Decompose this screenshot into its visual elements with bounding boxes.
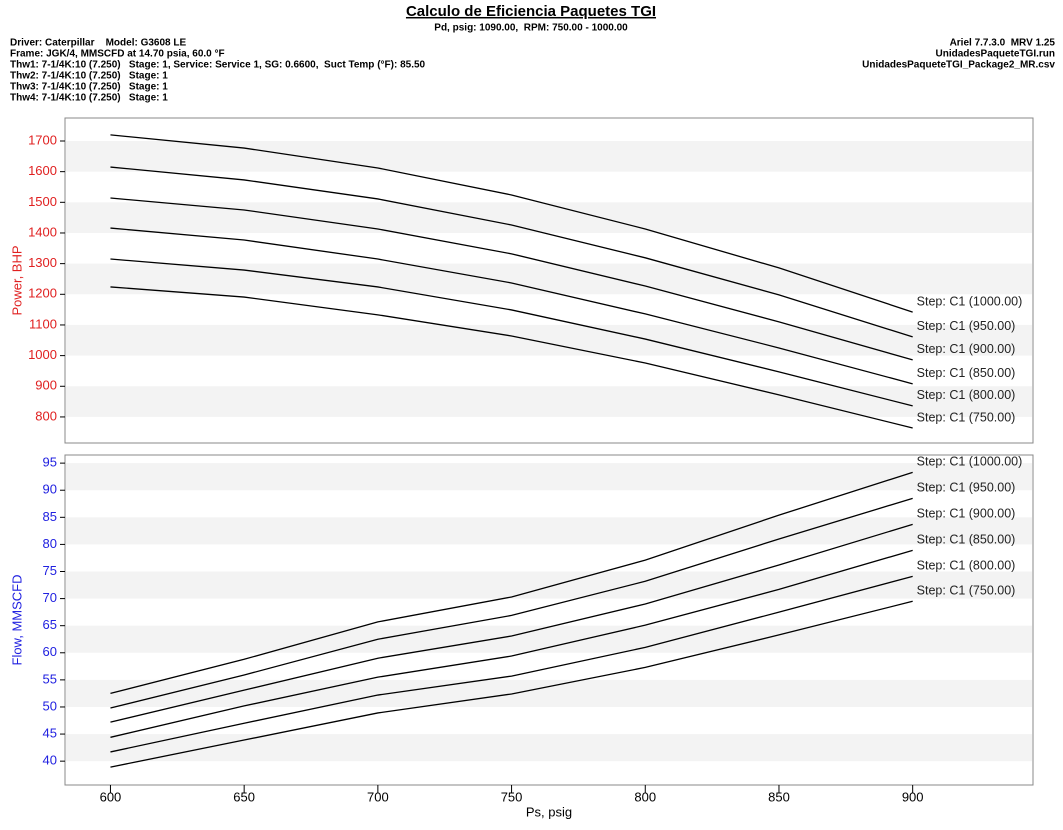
x-tick-label: 700 (367, 789, 389, 804)
x-tick-label: 850 (768, 789, 790, 804)
series-line (110, 166, 913, 338)
series-label: Step: C1 (750.00) (917, 584, 1016, 598)
x-tick-label: 800 (634, 789, 656, 804)
series-line (110, 497, 913, 709)
grid-band (66, 625, 1032, 653)
grid-band (66, 324, 1032, 356)
series-label: Step: C1 (800.00) (917, 559, 1016, 573)
info-line: Ariel 7.7.3.0 MRV 1.25 (950, 38, 1056, 49)
y-tick-label: 60 (43, 644, 57, 659)
series-label: Step: C1 (1000.00) (917, 294, 1023, 308)
series-line (110, 549, 913, 738)
series-label: Step: C1 (800.00) (917, 388, 1016, 402)
y-tick-label: 95 (43, 455, 57, 470)
x-axis-label: Ps, psig (526, 804, 572, 819)
y-tick-label: 800 (35, 408, 57, 423)
series-label: Step: C1 (850.00) (917, 366, 1016, 380)
series-line (110, 134, 913, 313)
y-tick-label: 1200 (28, 286, 57, 301)
y-tick-label: 45 (43, 726, 57, 741)
grid-band (66, 202, 1032, 233)
y-tick-label: 900 (35, 378, 57, 393)
grid-band (66, 463, 1032, 491)
y-tick-label: 75 (43, 563, 57, 578)
series-line (110, 471, 913, 695)
series-label: Step: C1 (1000.00) (917, 455, 1023, 469)
chart-title: Calculo de Eficiencia Paquetes TGI (406, 3, 656, 20)
grid-band (66, 263, 1032, 295)
grid-band (66, 517, 1032, 545)
info-line: UnidadesPaqueteTGI.run (936, 49, 1055, 60)
series-line (110, 197, 913, 361)
series-label: Step: C1 (750.00) (917, 410, 1016, 424)
y-tick-label: 65 (43, 617, 57, 632)
y-axis-label: Power, BHP (9, 245, 24, 315)
info-line: Thw1: 7-1/4K:10 (7.250) Stage: 1, Servic… (10, 60, 426, 71)
series-label: Step: C1 (900.00) (917, 507, 1016, 521)
y-tick-label: 40 (43, 753, 57, 768)
series-label: Step: C1 (950.00) (917, 319, 1016, 333)
plot-area (64, 454, 1034, 786)
grid-band (66, 679, 1032, 707)
x-tick-label: 900 (902, 789, 924, 804)
y-tick-label: 70 (43, 590, 57, 605)
y-tick-label: 50 (43, 698, 57, 713)
series-line (110, 600, 913, 768)
grid-band (66, 386, 1032, 417)
x-tick-label: 600 (100, 789, 122, 804)
y-tick-label: 1100 (29, 316, 57, 331)
y-axis-label: Flow, MMSCFD (9, 575, 24, 666)
y-tick-label: 1700 (28, 132, 57, 147)
x-tick-label: 650 (233, 789, 255, 804)
y-tick-label: 85 (43, 509, 57, 524)
series-line (110, 575, 913, 753)
series-label: Step: C1 (950.00) (917, 481, 1016, 495)
y-tick-label: 1500 (28, 194, 57, 209)
y-tick-label: 1400 (28, 224, 57, 239)
grid-band (66, 734, 1032, 762)
series-line (110, 227, 913, 385)
info-line: Driver: Caterpillar Model: G3608 LE (10, 38, 186, 49)
y-tick-label: 1000 (28, 347, 57, 362)
series-line (110, 258, 913, 407)
y-tick-label: 80 (43, 536, 57, 551)
series-label: Step: C1 (850.00) (917, 533, 1016, 547)
chart-subtitle: Pd, psig: 1090.00, RPM: 750.00 - 1000.00 (434, 23, 628, 34)
series-line (110, 286, 913, 429)
series-line (110, 523, 913, 723)
y-tick-label: 1300 (28, 255, 57, 270)
series-label: Step: C1 (900.00) (917, 342, 1016, 356)
info-line: Thw3: 7-1/4K:10 (7.250) Stage: 1 (10, 82, 168, 93)
info-line: UnidadesPaqueteTGI_Package2_MR.csv (862, 60, 1055, 71)
grid-band (66, 571, 1032, 599)
info-line: Thw4: 7-1/4K:10 (7.250) Stage: 1 (10, 93, 168, 104)
y-tick-label: 1600 (28, 163, 57, 178)
x-tick-label: 750 (501, 789, 523, 804)
y-tick-label: 90 (43, 482, 57, 497)
y-tick-label: 55 (43, 671, 57, 686)
grid-band (66, 140, 1032, 172)
info-line: Thw2: 7-1/4K:10 (7.250) Stage: 1 (10, 71, 168, 82)
info-line: Frame: JGK/4, MMSCFD at 14.70 psia, 60.0… (10, 49, 225, 60)
